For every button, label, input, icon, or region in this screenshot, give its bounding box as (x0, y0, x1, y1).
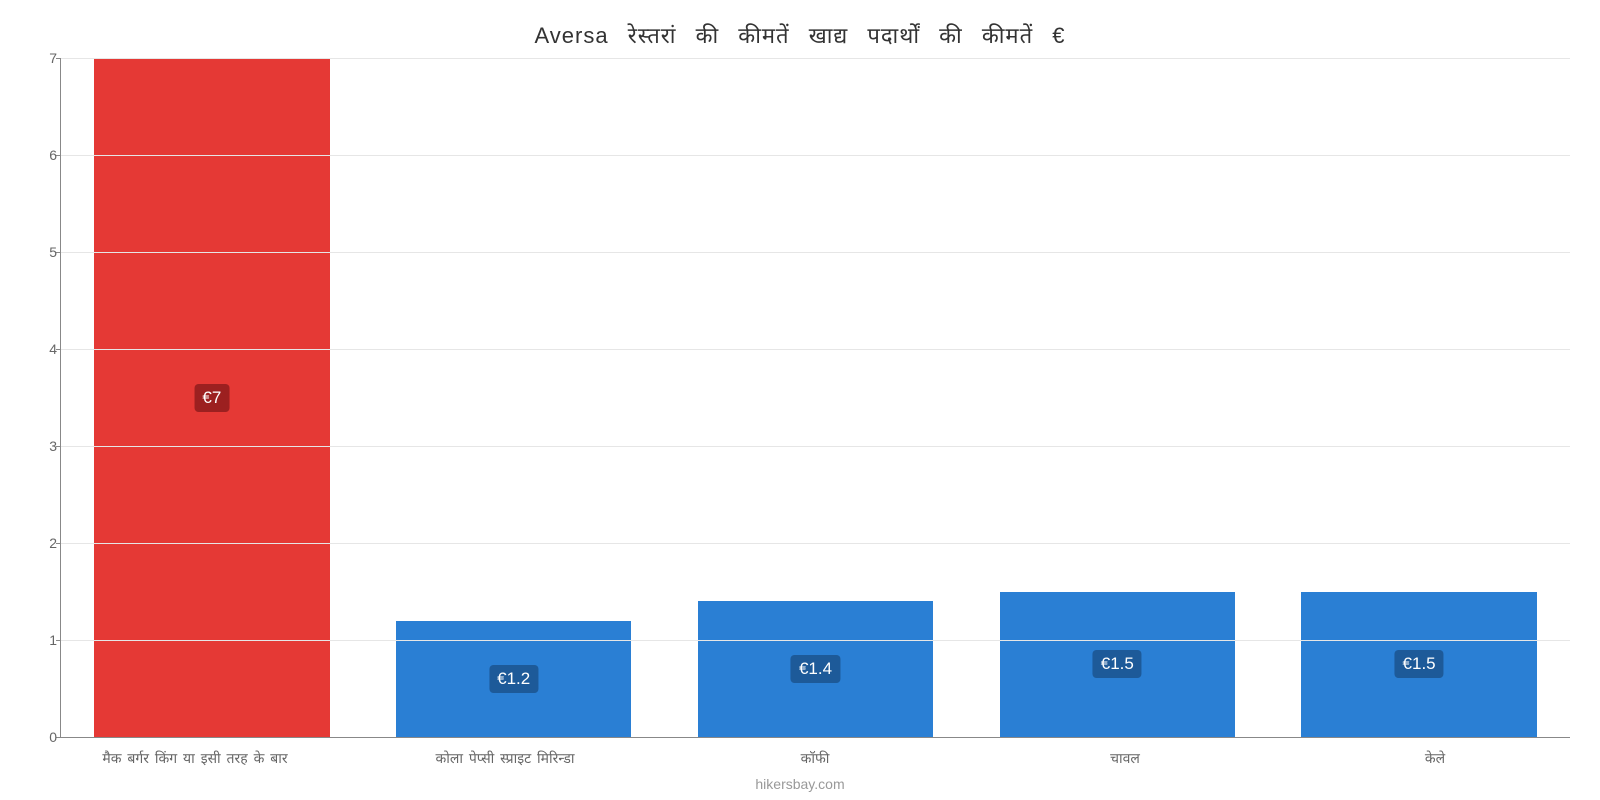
bar: €1.5 (1301, 592, 1536, 738)
y-tick-label: 5 (33, 244, 57, 260)
grid-line (61, 640, 1570, 641)
bar-value-label: €1.4 (791, 655, 840, 683)
bar-value-label: €1.5 (1093, 650, 1142, 678)
bars-group: €7 €1.2 €1.4 €1.5 €1.5 (61, 58, 1570, 737)
chart-container: Aversa रेस्तरां की कीमतें खाद्य पदार्थों… (0, 0, 1600, 800)
y-tick-label: 4 (33, 341, 57, 357)
grid-line (61, 543, 1570, 544)
bar-value-label: €1.5 (1395, 650, 1444, 678)
bar-value-label: €1.2 (489, 665, 538, 693)
bar: €7 (94, 58, 329, 737)
bar-slot: €7 (61, 58, 363, 737)
y-tick-label: 6 (33, 147, 57, 163)
y-tick-label: 3 (33, 438, 57, 454)
bar: €1.2 (396, 621, 631, 737)
bar-slot: €1.4 (665, 58, 967, 737)
grid-line (61, 252, 1570, 253)
x-axis-label: केले (1280, 743, 1590, 768)
bar-slot: €1.5 (966, 58, 1268, 737)
x-axis-labels: मैक बर्गर किंग या इसी तरह के बारकोला पेप… (40, 743, 1590, 768)
bar-slot: €1.5 (1268, 58, 1570, 737)
bar: €1.4 (698, 601, 933, 737)
grid-line (61, 446, 1570, 447)
x-axis-label: चावल (970, 743, 1280, 768)
grid-line (61, 349, 1570, 350)
bar-value-label: €7 (194, 384, 229, 412)
grid-line (61, 155, 1570, 156)
chart-title: Aversa रेस्तरां की कीमतें खाद्य पदार्थों… (20, 10, 1580, 58)
x-axis-label: मैक बर्गर किंग या इसी तरह के बार (40, 743, 350, 768)
bar: €1.5 (1000, 592, 1235, 738)
y-tick-label: 2 (33, 535, 57, 551)
y-tick-label: 7 (33, 50, 57, 66)
bar-slot: €1.2 (363, 58, 665, 737)
y-tick-label: 1 (33, 632, 57, 648)
grid-line (61, 58, 1570, 59)
x-axis-label: कॉफी (660, 743, 970, 768)
plot-area: €7€1.2€1.4€1.5€1.5 01234567 (60, 58, 1570, 738)
source-text: hikersbay.com (0, 776, 1600, 792)
x-axis-label: कोला पेप्सी स्प्राइट मिरिन्डा (350, 743, 660, 768)
